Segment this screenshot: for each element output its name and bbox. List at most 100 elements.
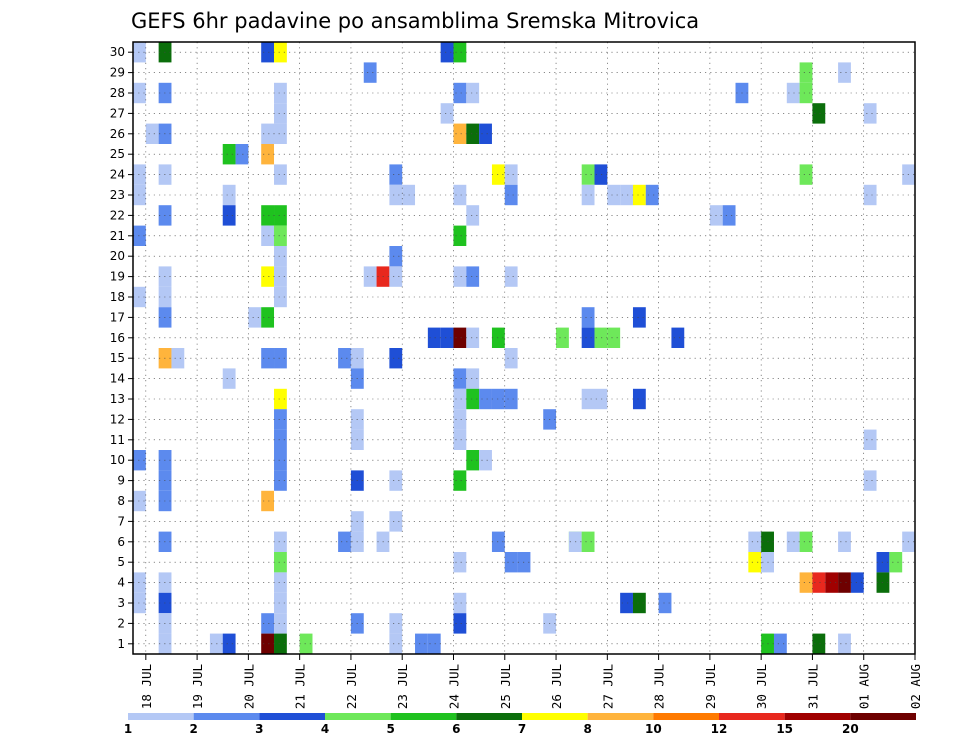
heatmap-cell — [440, 327, 454, 348]
x-tick-label: 27 JUL — [600, 664, 615, 709]
heatmap-cell — [274, 552, 287, 573]
heatmap-cell — [491, 388, 505, 410]
y-tick-label: 9 — [117, 474, 125, 488]
heatmap-cell — [274, 592, 287, 614]
grid-lines — [133, 42, 916, 654]
heatmap-cell — [632, 592, 646, 614]
heatmap-cell — [658, 592, 672, 614]
y-tick-label: 2 — [117, 616, 125, 630]
heatmap-cell — [594, 327, 608, 348]
heatmap-cell — [504, 266, 518, 287]
heatmap-cell — [671, 327, 685, 348]
y-tick-label: 7 — [117, 514, 125, 528]
x-tick-label: 26 JUL — [549, 664, 564, 709]
heatmap-cell — [479, 450, 492, 471]
heatmap-cell — [363, 62, 377, 83]
heatmap-cell — [453, 184, 467, 206]
heatmap-cell — [415, 633, 428, 654]
colorbar-tick-label: 5 — [386, 722, 394, 736]
heatmap-cell — [133, 225, 146, 246]
heatmap-cell — [466, 82, 480, 104]
heatmap-cell — [863, 184, 877, 206]
heatmap-cell — [274, 42, 287, 63]
x-tick-label: 24 JUL — [446, 664, 461, 709]
heatmap-cell — [261, 144, 275, 165]
y-tick-label: 4 — [117, 576, 125, 590]
heatmap-cell — [453, 123, 467, 144]
x-tick-label: 19 JUL — [190, 664, 205, 709]
heatmap-cell — [479, 123, 492, 144]
heatmap-cell — [491, 164, 505, 185]
heatmap-cell — [453, 592, 467, 614]
heatmap-cell — [133, 450, 146, 471]
heatmap-cell — [261, 490, 275, 512]
heatmap-cell — [812, 103, 826, 124]
heatmap-cell — [453, 225, 467, 246]
heatmap-cell — [799, 82, 813, 104]
colorbar-swatch — [456, 713, 522, 720]
heatmap-cell — [620, 592, 633, 614]
heatmap-cell — [274, 205, 287, 226]
heatmap-cell — [453, 327, 467, 348]
x-tick-label: 25 JUL — [498, 664, 513, 709]
heatmap-cell — [799, 531, 813, 552]
heatmap-cell — [594, 388, 608, 410]
y-tick-label: 6 — [117, 535, 125, 549]
heatmap-cell — [466, 205, 480, 226]
colorbar-tick-label: 7 — [518, 722, 526, 736]
heatmap-cell — [261, 348, 275, 369]
colorbar-tick-label: 3 — [255, 722, 263, 736]
colorbar-swatch — [259, 713, 325, 720]
heatmap-cell — [261, 225, 275, 246]
heatmap-cell — [799, 164, 813, 185]
heatmap-cell — [453, 42, 467, 63]
y-tick-label: 21 — [110, 229, 125, 243]
heatmap-cell — [248, 307, 262, 328]
heatmap-cell — [145, 123, 159, 144]
heatmap-cell — [863, 429, 877, 450]
colorbar-tick-label: 6 — [452, 722, 460, 736]
x-axis: 18 JUL 19 JUL 20 JUL 21 JUL 22 JUL 23 JUL 24 J… — [139, 654, 923, 709]
heatmap-cell — [620, 184, 633, 206]
heatmap-cell — [504, 164, 518, 185]
heatmap-cell — [261, 205, 275, 226]
heatmap-cell — [261, 42, 275, 63]
heatmap-cell — [466, 266, 480, 287]
y-tick-label: 18 — [110, 290, 125, 304]
heatmap-cell — [825, 572, 839, 593]
heatmap-cell — [274, 348, 287, 369]
heatmap-cells — [133, 42, 915, 654]
heatmap-cell — [748, 552, 762, 573]
heatmap-cell — [453, 552, 467, 573]
heatmap-cell — [748, 531, 762, 552]
heatmap-cell — [479, 388, 492, 410]
heatmap-cell — [389, 184, 403, 206]
heatmap-cell — [466, 123, 480, 144]
heatmap-cell — [863, 470, 877, 491]
heatmap-cell — [440, 42, 454, 63]
colorbar-tick-label: 8 — [583, 722, 591, 736]
heatmap-cell — [274, 388, 287, 410]
heatmap-cell — [133, 184, 146, 206]
y-tick-label: 14 — [110, 372, 125, 386]
colorbar-swatch — [325, 713, 391, 720]
heatmap-cell — [274, 266, 287, 287]
x-tick-label: 23 JUL — [395, 664, 410, 709]
heatmap-cell — [338, 348, 351, 369]
heatmap-cell — [812, 572, 826, 593]
heatmap-cell — [274, 613, 287, 634]
heatmap-cell — [466, 327, 480, 348]
colorbar-swatch — [784, 713, 851, 720]
y-tick-label: 26 — [110, 127, 125, 141]
y-tick-label: 16 — [110, 331, 125, 345]
heatmap-cell — [722, 205, 736, 226]
heatmap-cell — [427, 327, 441, 348]
heatmap-cell — [607, 184, 621, 206]
heatmap-cell — [466, 450, 480, 471]
heatmap-cell — [838, 531, 851, 552]
heatmap-cell — [453, 613, 467, 634]
plot-frame — [132, 41, 916, 655]
heatmap-cell — [274, 103, 287, 124]
heatmap-cell — [274, 164, 287, 185]
heatmap-cell — [594, 164, 608, 185]
